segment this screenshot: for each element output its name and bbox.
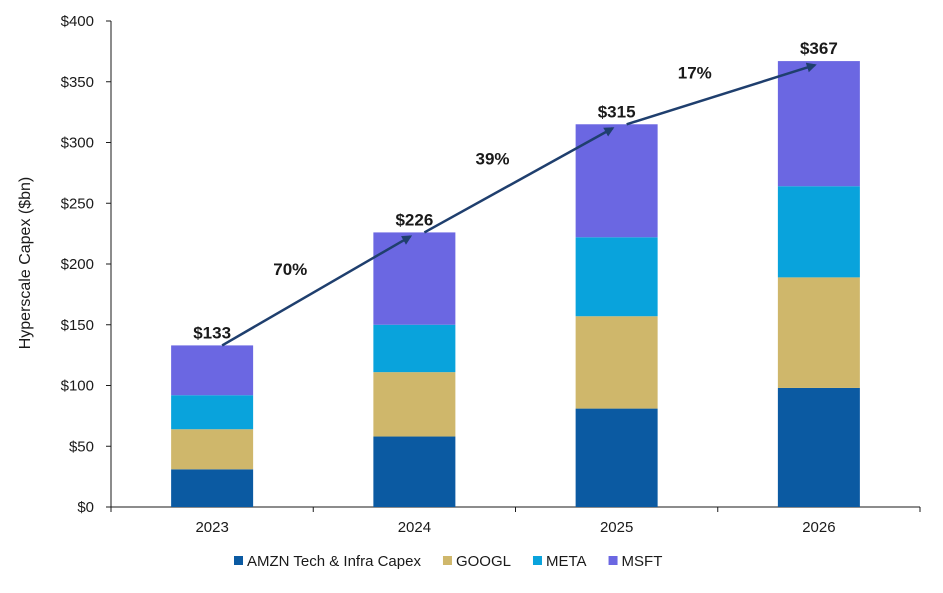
bar-segment	[373, 436, 456, 507]
legend-swatch	[234, 556, 243, 565]
growth-arrow	[626, 62, 817, 126]
y-tick-label: $400	[61, 13, 94, 30]
y-axis: $0 $50 $100 $150 $200 $250 $300 $350 $400	[61, 13, 112, 516]
y-tick-label: $350	[61, 74, 94, 91]
legend: AMZN Tech & Infra Capex GOOGL META MSFT	[234, 553, 662, 570]
y-tick-label: $250	[61, 195, 94, 212]
bar-segment	[575, 316, 658, 409]
bars	[171, 61, 860, 507]
bar-segment	[575, 124, 658, 238]
x-tick-label: 2023	[195, 519, 228, 536]
growth-label: 17%	[678, 64, 712, 83]
x-axis: 2023 2024 2025 2026	[110, 506, 921, 536]
growth-arrow	[423, 127, 615, 234]
total-labels: $133 $226 $315 $367	[193, 39, 838, 342]
bar-segment	[777, 277, 860, 388]
bar-segment	[373, 232, 456, 325]
total-label: $133	[193, 323, 231, 342]
y-tick-label: $50	[69, 438, 94, 455]
total-label: $367	[800, 39, 838, 58]
bar-segment	[171, 429, 254, 470]
y-tick-label: $300	[61, 135, 94, 152]
legend-label: META	[546, 553, 587, 570]
legend-label: MSFT	[622, 553, 663, 570]
bar-segment	[777, 61, 860, 187]
legend-swatch	[608, 556, 618, 565]
total-label: $315	[598, 102, 636, 121]
bar-segment	[171, 395, 254, 430]
legend-label: AMZN Tech & Infra Capex	[247, 553, 421, 570]
bar-segment	[373, 372, 456, 437]
x-tick-label: 2024	[398, 519, 431, 536]
total-label: $226	[395, 210, 433, 229]
x-tick-label: 2025	[600, 519, 633, 536]
bar-segment	[777, 387, 860, 507]
y-tick-label: $150	[61, 317, 94, 334]
legend-swatch	[442, 556, 452, 565]
legend-swatch	[532, 556, 542, 565]
growth-label: 70%	[273, 260, 307, 279]
bar-segment	[575, 237, 658, 317]
bar-segment	[171, 345, 254, 396]
legend-label: GOOGL	[456, 553, 511, 570]
bar-segment	[575, 408, 658, 507]
growth-label: 39%	[475, 149, 509, 168]
growth-arrow	[221, 235, 413, 347]
y-tick-label: $0	[77, 499, 94, 516]
bar-segment	[373, 324, 456, 373]
bar-segment	[171, 469, 254, 507]
y-axis-label: Hyperscale Capex ($bn)	[17, 177, 34, 350]
x-tick-label: 2026	[802, 519, 835, 536]
y-tick-label: $200	[61, 256, 94, 273]
growth-arrows: 70% 39% 17%	[221, 62, 817, 347]
bar-segment	[777, 186, 860, 278]
y-tick-label: $100	[61, 378, 94, 395]
